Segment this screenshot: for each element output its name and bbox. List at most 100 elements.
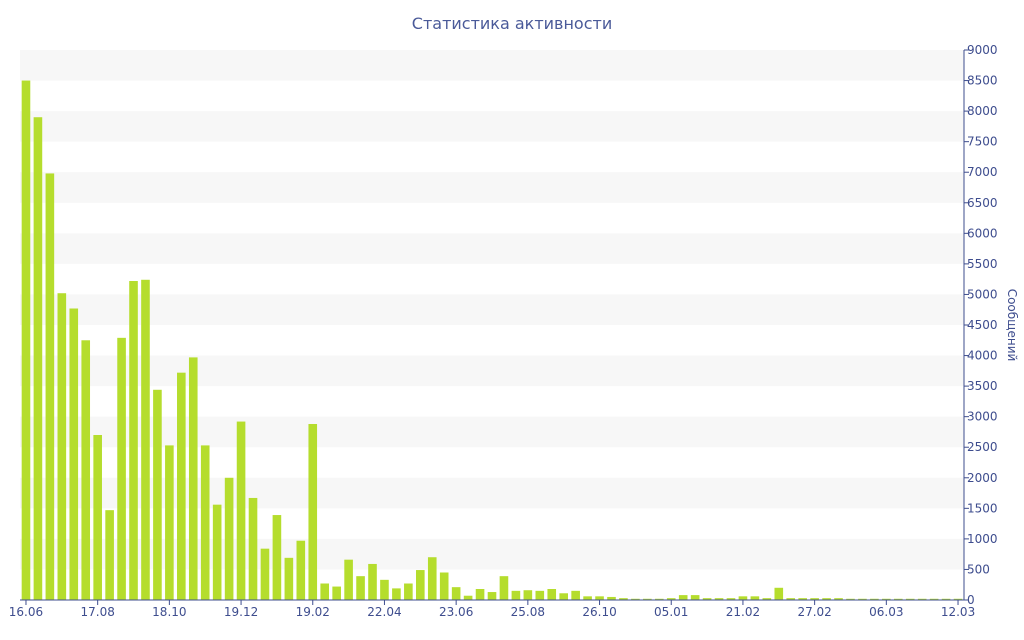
y-axis-title: Сообщений [1005,289,1019,362]
y-tick-label: 6000 [967,226,998,240]
grid-band [20,233,964,264]
bar-30 [380,579,389,600]
bar-66 [810,598,819,600]
bar-48 [595,596,604,600]
bar-41 [511,590,521,600]
bar-9 [129,281,138,600]
y-tick-label: 7500 [967,135,998,149]
bar-33 [416,570,425,600]
bar-46 [571,590,580,600]
x-axis: 16.06 17.08 18.10 19.12 19.02 22.04 23.06 25.08… [9,599,975,619]
bar-34 [427,557,437,600]
y-tick-label: 9000 [967,43,998,57]
bar-1 [33,117,43,600]
bar-14 [188,357,198,600]
x-tick-label: 17.08 [80,605,114,619]
bar-23 [296,540,306,600]
bar-12 [165,445,174,600]
bar-36 [451,587,461,600]
bar-7 [105,510,114,600]
grid-band [20,50,964,81]
bar-40 [499,576,509,600]
x-tick-label: 25.08 [511,605,545,619]
bar-60 [738,596,748,600]
bar-29 [368,563,377,600]
x-tick-label: 06.03 [869,605,903,619]
bar-18 [236,421,246,600]
bar-19 [248,497,258,600]
bar-27 [344,559,353,600]
x-tick-label: 05.01 [654,605,688,619]
x-tick-label: 26.10 [582,605,616,619]
bar-54 [666,598,676,600]
bar-77 [941,598,951,600]
y-tick-label: 1500 [967,501,998,515]
bar-67 [822,598,831,600]
y-tick-label: 7000 [967,165,998,179]
bar-63 [774,587,784,600]
x-tick-label: 19.02 [296,605,330,619]
grid-band [20,294,964,325]
bar-16 [212,504,222,600]
bar-15 [200,445,210,600]
x-tick-label: 23.06 [439,605,473,619]
bar-58 [714,598,724,600]
x-tick-label: 27.02 [797,605,831,619]
bar-26 [332,586,341,600]
bar-32 [404,583,413,600]
bar-72 [882,598,891,600]
bar-71 [870,598,879,600]
bar-28 [356,576,365,600]
bar-68 [834,598,843,600]
y-tick-label: 4500 [967,318,998,332]
x-tick-label: 19.12 [224,605,258,619]
bar-25 [320,583,330,600]
bar-78 [953,598,963,600]
bar-31 [392,588,401,600]
bar-76 [929,598,939,600]
y-tick-label: 2500 [967,440,998,454]
bar-10 [141,279,150,600]
bar-42 [523,590,533,600]
bar-24 [308,424,318,600]
bar-74 [905,598,915,600]
bar-70 [858,598,867,600]
bar-5 [81,340,91,600]
bar-37 [463,595,473,600]
bar-55 [678,595,688,600]
x-tick-label: 12.03 [941,605,975,619]
bar-73 [893,598,903,600]
bar-59 [726,598,736,600]
bar-53 [654,598,664,600]
bar-series [21,80,963,601]
grid-band [20,172,964,203]
y-tick-label: 8000 [967,104,998,118]
bar-45 [559,593,568,600]
bar-20 [260,548,270,600]
bar-75 [917,598,927,600]
x-tick-label: 18.10 [152,605,186,619]
bar-69 [846,598,855,600]
bar-4 [69,308,79,600]
bar-49 [607,596,616,600]
bar-22 [284,557,294,600]
y-tick-label: 5500 [967,257,998,271]
bar-56 [690,595,700,600]
bar-0 [21,80,31,601]
bar-65 [798,598,807,600]
bar-47 [583,596,592,600]
grid-band [20,355,964,387]
y-tick-label: 5000 [967,287,998,301]
x-tick-label: 22.04 [367,605,401,619]
y-tick-label: 1000 [967,532,998,546]
bar-38 [475,589,485,600]
bar-57 [702,598,712,600]
bar-61 [750,596,760,600]
bar-3 [57,293,67,600]
bar-13 [177,372,186,600]
bar-6 [93,435,102,600]
bar-11 [153,389,162,600]
bar-51 [631,598,640,600]
y-axis: 0 500 1000 1500 2000 2500 3000 3500 4000 4500 5000… [963,43,998,607]
